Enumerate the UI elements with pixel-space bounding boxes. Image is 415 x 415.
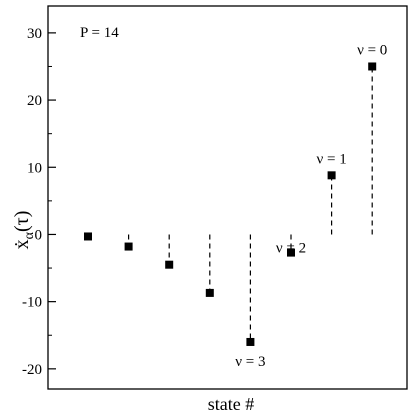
nu-annotation: ν = 1	[316, 151, 346, 167]
annotation-layer: ν = 3 ν = 2 ν = 1 ν = 0	[235, 42, 387, 369]
y-axis-label: ẋα(τ)	[11, 211, 37, 250]
series-layer	[84, 62, 377, 346]
nu-annotation: ν = 3	[235, 354, 265, 370]
y-axis-label-symbol: ẋ	[11, 239, 33, 249]
data-point	[368, 62, 377, 71]
y-tick-label: 10	[27, 160, 42, 176]
y-axis-label-argument: (τ)	[11, 211, 33, 232]
data-point	[205, 288, 214, 297]
parameter-label: P = 14	[80, 25, 119, 41]
y-tick-label: 0	[35, 227, 43, 243]
plot-frame	[47, 5, 408, 390]
nu-annotation: ν = 2	[276, 240, 306, 256]
data-point	[287, 248, 295, 257]
nu-annotation: ν = 0	[357, 42, 387, 58]
y-tick-label: -10	[22, 295, 42, 311]
y-tick-label: 20	[27, 93, 42, 109]
y-axis: -20 -10 0 10 20 30	[22, 26, 56, 378]
data-point	[84, 232, 92, 241]
x-axis-label: state #	[208, 394, 255, 414]
data-point	[165, 260, 174, 269]
y-axis-label-subscript: α	[22, 231, 37, 239]
data-point	[124, 242, 133, 251]
y-tick-label: 30	[27, 26, 42, 42]
svg-text:ẋα(τ): ẋα(τ)	[11, 211, 37, 250]
data-point	[327, 171, 336, 180]
y-tick-label: -20	[22, 362, 42, 378]
plot-border	[47, 5, 408, 390]
data-point	[246, 337, 255, 346]
